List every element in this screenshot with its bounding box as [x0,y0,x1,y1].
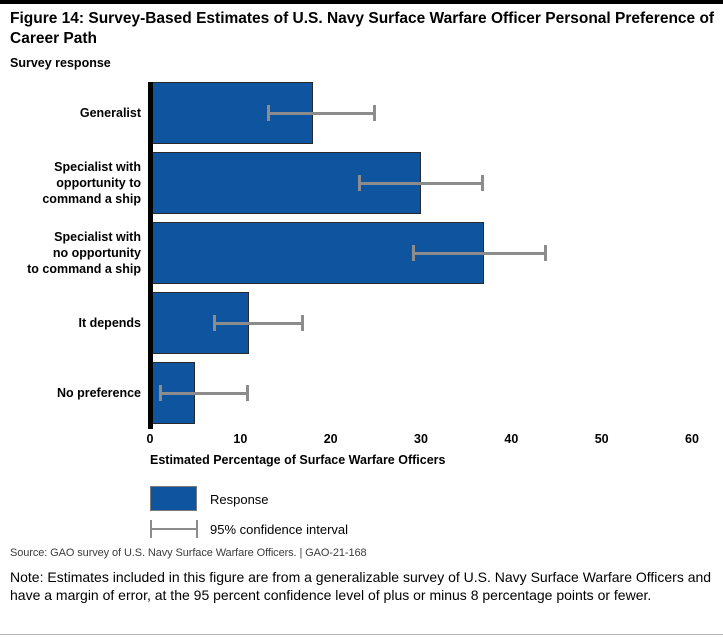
legend-ci-right-cap [196,520,198,538]
confidence-interval-line [357,181,485,185]
bottom-border-rule [0,634,723,635]
y-axis-title: Survey response [10,56,111,70]
figure-title: Figure 14: Survey-Based Estimates of U.S… [10,10,715,48]
confidence-interval-line [159,391,250,395]
category-label: Specialist with opportunity to command a… [42,159,141,207]
x-tick-label: 40 [504,432,519,446]
confidence-interval-left-cap [411,245,415,261]
confidence-interval-right-cap [544,245,548,261]
source-line: Source: GAO survey of U.S. Navy Surface … [10,547,367,559]
x-tick-label: 20 [323,432,338,446]
confidence-interval-left-cap [357,175,361,191]
x-tick-label: 30 [414,432,428,446]
confidence-interval-left-cap [267,105,271,121]
legend-response-label: Response [210,492,269,507]
category-label: No preference [56,385,141,400]
legend-ci-left-cap [150,520,152,538]
category-label: It depends [78,315,141,330]
bar-chart: Estimated Percentage of Surface Warfare … [0,82,723,467]
legend-confidence-interval-glyph [150,520,198,538]
confidence-interval-right-cap [300,315,304,331]
confidence-interval-line [267,111,376,115]
legend-confidence-interval-label: 95% confidence interval [210,522,349,537]
confidence-interval-right-cap [481,175,485,191]
x-axis-title: Estimated Percentage of Surface Warfare … [150,453,446,467]
confidence-interval-line [213,321,304,325]
category-label: Specialist with no opportunity to comman… [27,229,141,277]
confidence-interval-left-cap [213,315,217,331]
y-axis-line [148,82,153,429]
confidence-interval-line [411,251,548,255]
confidence-interval-right-cap [372,105,376,121]
x-tick-label: 60 [685,432,699,446]
x-tick-label: 10 [233,432,248,446]
note-text: Note: Estimates included in this figure … [10,569,712,603]
confidence-interval-right-cap [246,385,250,401]
confidence-interval-left-cap [159,385,163,401]
legend-response-swatch [150,486,197,511]
x-tick-label: 50 [594,432,609,446]
x-tick-label: 0 [146,432,154,446]
legend-ci-line [150,528,198,530]
top-border-rule [0,0,723,4]
category-label: Generalist [79,105,141,120]
